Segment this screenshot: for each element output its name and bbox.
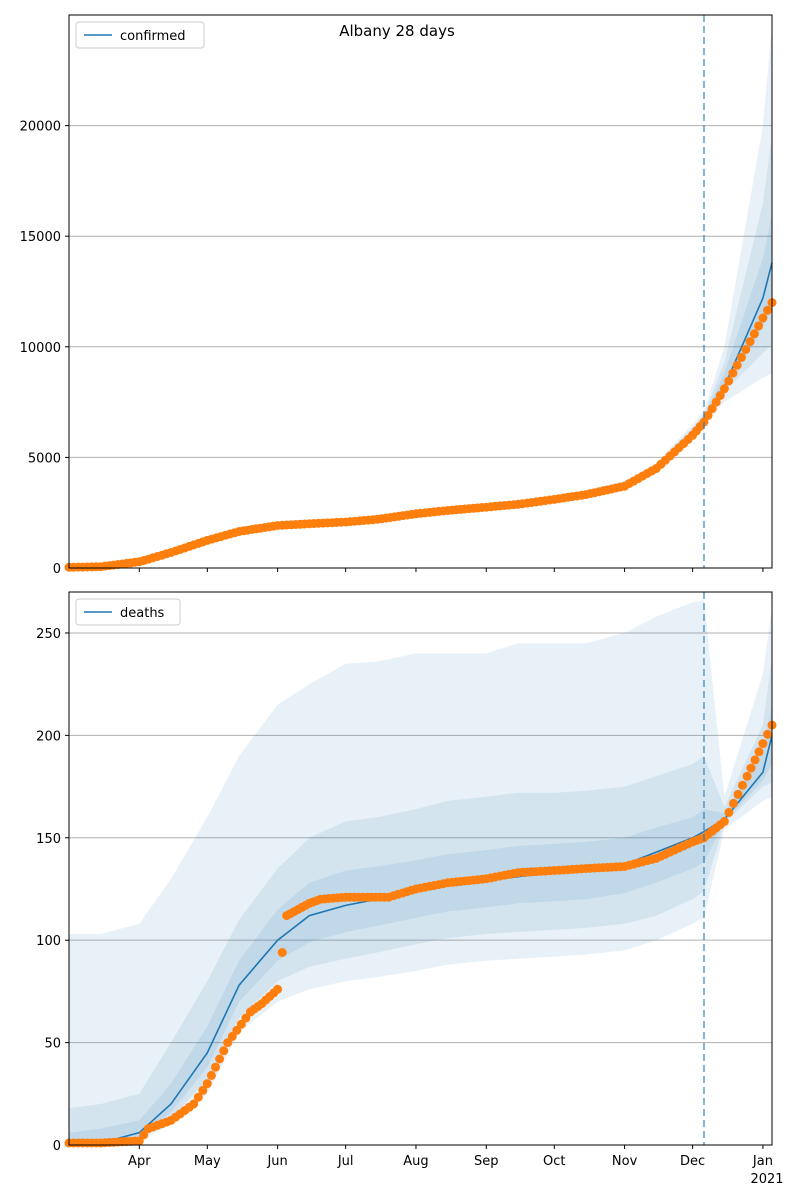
- x-tick-label: May: [194, 1154, 221, 1169]
- observed-point: [215, 1054, 225, 1064]
- uncertainty-band-1: [69, 136, 772, 568]
- observed-point: [728, 368, 738, 378]
- x-tick-label: Jun: [266, 1154, 287, 1169]
- observed-point: [763, 729, 772, 739]
- observed-point: [746, 763, 756, 773]
- x-tick-label: Nov: [612, 1154, 638, 1169]
- x-tick-label: Sep: [474, 1154, 499, 1169]
- uncertainty-band-1: [69, 657, 772, 1145]
- observed-point: [193, 1092, 203, 1102]
- observed-point: [719, 816, 729, 826]
- observed-point: [754, 321, 764, 331]
- y-tick-label: 50: [44, 1037, 61, 1052]
- uncertainty-band-0: [69, 26, 772, 569]
- observed-point: [749, 329, 759, 339]
- y-tick-label: 0: [53, 1139, 61, 1154]
- model-line: [68, 262, 773, 569]
- axes-frame: [68, 591, 773, 1146]
- x-tick-label: Jul: [337, 1154, 354, 1169]
- observed-point: [741, 345, 751, 354]
- y-tick-label: 150: [36, 832, 61, 847]
- observed-point: [236, 1019, 246, 1029]
- legend: confirmed: [75, 21, 205, 49]
- observed-point: [198, 1085, 208, 1095]
- observed-point: [273, 984, 283, 994]
- observed-point: [202, 1079, 212, 1089]
- legend-box: [75, 598, 181, 626]
- observed-point: [219, 1046, 229, 1056]
- observed-point: [750, 755, 760, 765]
- confirmed-panel: 0 5000 10000 15000 20000 confirmed: [20, 14, 777, 577]
- legend: deaths: [75, 598, 181, 626]
- x-year-label: 2021: [750, 1172, 783, 1187]
- figure-title: Albany 28 days: [339, 22, 455, 40]
- legend-label: confirmed: [120, 29, 186, 44]
- observed-point: [277, 948, 287, 957]
- y-tick-label: 200: [36, 729, 61, 744]
- observed-point: [711, 397, 721, 407]
- observed-point: [707, 404, 717, 414]
- observed-point: [737, 352, 746, 362]
- observed-point: [724, 807, 734, 817]
- legend-label: deaths: [120, 606, 165, 621]
- observed-point: [206, 1070, 216, 1080]
- observed-point: [703, 410, 713, 420]
- x-tick-label: Oct: [543, 1154, 565, 1169]
- observed-point: [223, 1038, 233, 1048]
- x-tick-label: Apr: [128, 1154, 151, 1169]
- observed-point: [732, 360, 742, 370]
- deaths-panel: 0 50 100 150 200 250 Apr May Jun Jul Aug Sep Oct Nov D…: [36, 591, 777, 1169]
- y-tick-label: 100: [36, 934, 61, 949]
- y-tick-label: 0: [53, 562, 61, 577]
- observed-point: [728, 798, 738, 808]
- observed-point: [742, 771, 752, 781]
- observed-point: [758, 313, 768, 323]
- x-tick-label: Jan: [752, 1154, 773, 1169]
- legend-box: [75, 21, 205, 49]
- observed-point: [738, 780, 747, 790]
- observed-point: [733, 789, 743, 799]
- axes-frame: [68, 14, 773, 569]
- observed-point: [763, 305, 772, 315]
- observed-point: [724, 376, 734, 386]
- x-tick-label: Aug: [403, 1154, 428, 1169]
- observed-point: [758, 739, 768, 749]
- observed-point: [719, 384, 729, 394]
- y-tick-label: 20000: [20, 120, 61, 135]
- observed-point: [715, 391, 725, 400]
- observed-point: [139, 1130, 149, 1140]
- uncertainty-band-0: [69, 600, 772, 1145]
- y-tick-label: 250: [36, 627, 61, 642]
- observed-point: [211, 1062, 220, 1072]
- observed-point: [754, 747, 764, 757]
- y-tick-label: 5000: [28, 451, 61, 466]
- observed-point: [189, 1099, 199, 1109]
- observed-point: [745, 337, 755, 347]
- x-tick-label: Dec: [680, 1154, 705, 1169]
- y-tick-label: 10000: [20, 341, 61, 356]
- y-tick-label: 15000: [20, 230, 61, 245]
